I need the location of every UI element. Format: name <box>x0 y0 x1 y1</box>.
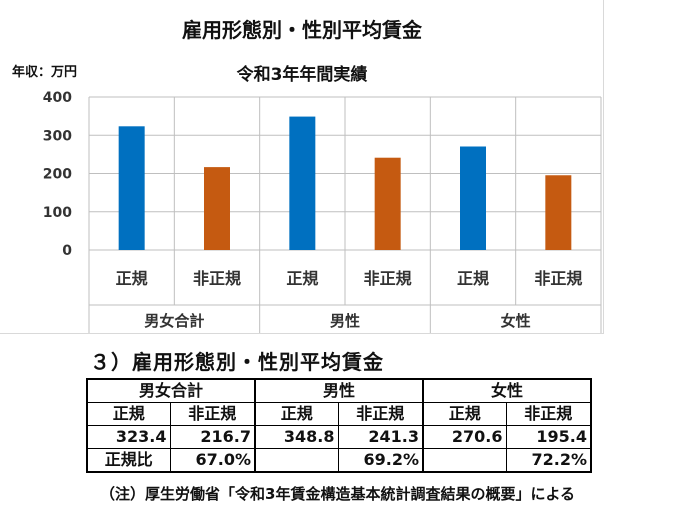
bar <box>289 116 316 250</box>
x-category-label: 正規 <box>116 269 148 288</box>
value-cell: 323.4 <box>86 425 171 449</box>
table-row-values: 323.4 216.7 348.8 241.3 270.6 195.4 <box>86 425 592 449</box>
subheader: 非正規 <box>505 402 592 426</box>
subheader: 非正規 <box>169 402 256 426</box>
y-tick-label: 400 <box>43 90 72 106</box>
table-heading: ３）雇用形態別・性別平均賃金 <box>90 350 384 374</box>
chart-subtitle: 令和3年年間実績 <box>236 65 368 85</box>
bar <box>204 167 230 250</box>
subheader: 非正規 <box>337 402 424 426</box>
footnote: （注）厚生労働省「令和3年賃金構造基本統計調査結果の概要」による <box>100 485 575 503</box>
bar <box>118 126 145 250</box>
x-category-label: 正規 <box>457 269 489 288</box>
x-category-label: 非正規 <box>534 269 582 288</box>
group-header: 男性 <box>254 378 424 403</box>
y-tick-label: 100 <box>43 205 72 221</box>
group-header: 男女合計 <box>86 378 256 403</box>
x-group-label: 女性 <box>501 312 531 330</box>
x-category-label: 正規 <box>286 269 318 288</box>
value-cell: 195.4 <box>505 425 592 449</box>
y-tick-label: 0 <box>62 243 72 259</box>
bar <box>460 146 486 250</box>
empty-cell <box>254 448 339 473</box>
value-cell: 348.8 <box>254 425 339 449</box>
y-axis-unit: 年収：万円 <box>12 65 78 80</box>
subheader: 正規 <box>86 402 171 426</box>
x-group-label: 男性 <box>330 312 360 330</box>
value-cell: 270.6 <box>422 425 507 449</box>
chart-title: 雇用形態別・性別平均賃金 <box>182 18 422 42</box>
table-row-subheaders: 正規 非正規 正規 非正規 正規 非正規 <box>86 402 592 426</box>
value-cell: 216.7 <box>169 425 256 449</box>
ratio-cell: 69.2% <box>337 448 424 473</box>
ratio-label: 正規比 <box>86 448 171 473</box>
subheader: 正規 <box>422 402 507 426</box>
empty-cell <box>422 448 507 473</box>
wage-table: 男女合計 男性 女性 正規 非正規 正規 非正規 正規 非正規 323.4 21… <box>86 378 592 473</box>
bar <box>374 157 401 250</box>
bar <box>545 175 572 250</box>
table-row-groups: 男女合計 男性 女性 <box>86 378 592 403</box>
ratio-cell: 67.0% <box>169 448 256 473</box>
ratio-cell: 72.2% <box>505 448 592 473</box>
x-category-label: 非正規 <box>364 269 412 288</box>
group-header: 女性 <box>422 378 592 403</box>
x-category-label: 非正規 <box>193 269 241 288</box>
y-tick-label: 300 <box>43 128 72 144</box>
y-tick-label: 200 <box>43 167 72 183</box>
value-cell: 241.3 <box>337 425 424 449</box>
chart-panel: 0 100 200 300 400 正規 非正規 正規 非正規 正規 非正規男女合計 男性 女性 雇用形… <box>0 0 604 334</box>
subheader: 正規 <box>254 402 339 426</box>
table-row-ratio: 正規比 67.0% 69.2% 72.2% <box>86 448 592 473</box>
x-group-label: 男女合計 <box>144 312 204 330</box>
